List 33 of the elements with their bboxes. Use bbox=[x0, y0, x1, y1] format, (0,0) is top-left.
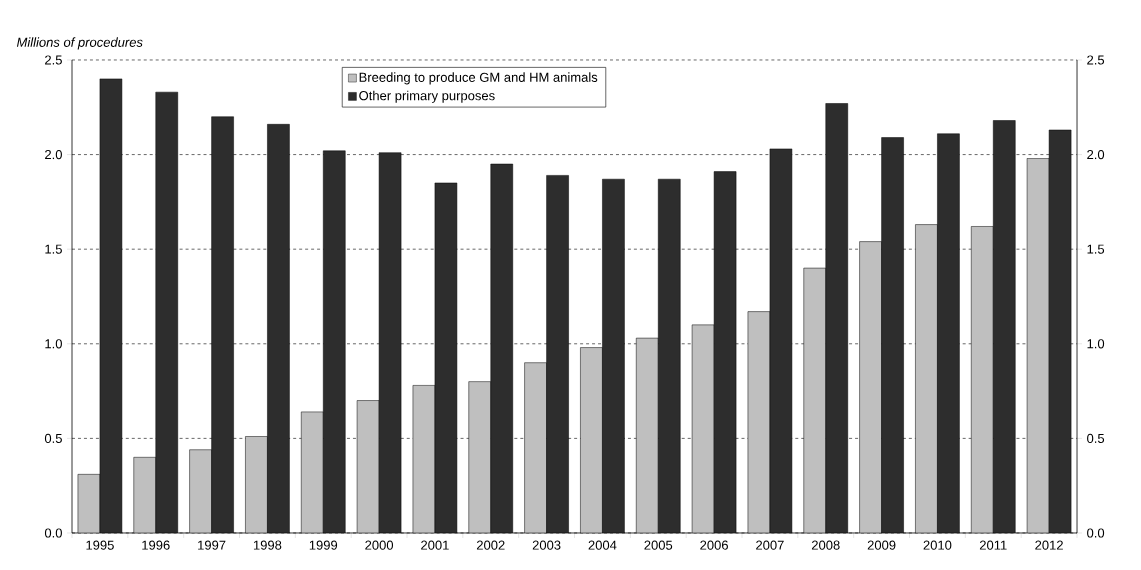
y2-tick-label: 2.5 bbox=[45, 55, 62, 65]
x-tick-label: 1997 bbox=[198, 540, 226, 550]
x-tick-label: 2007 bbox=[756, 540, 784, 550]
x-tick-label: 2012 bbox=[1035, 540, 1063, 550]
x-tick-label: 2004 bbox=[588, 540, 617, 550]
x-tick-label: 2001 bbox=[421, 540, 449, 550]
y-tick-label: 2.5 bbox=[1087, 55, 1105, 65]
x-tick-label: 2006 bbox=[700, 540, 728, 550]
x-tick-label: 2011 bbox=[979, 540, 1007, 550]
y-tick-label: 0.0 bbox=[1087, 528, 1105, 538]
y-tick-label: 1.0 bbox=[1087, 339, 1105, 349]
y-tick-label: 0.5 bbox=[1087, 433, 1105, 443]
chart-title: Millions of procedures bbox=[16, 37, 143, 50]
x-tick-label: 2000 bbox=[365, 540, 394, 550]
y2-tick-label: 0.5 bbox=[44, 433, 62, 443]
x-tick-label: 2003 bbox=[532, 540, 561, 550]
x-tick-label: 1999 bbox=[309, 540, 338, 550]
legend-label: Other primary purposes bbox=[359, 90, 495, 103]
x-tick-label: 1998 bbox=[253, 540, 282, 550]
y2-tick-label: 1.5 bbox=[45, 244, 62, 254]
y2-tick-label: 0.0 bbox=[44, 528, 62, 538]
x-tick-label: 2010 bbox=[923, 540, 952, 550]
x-tick-label: 2005 bbox=[644, 540, 673, 550]
x-tick-label: 2009 bbox=[867, 540, 896, 550]
y2-tick-label: 2.0 bbox=[45, 149, 62, 160]
y2-tick-label: 1.0 bbox=[45, 339, 62, 349]
x-tick-label: 2002 bbox=[476, 540, 505, 550]
x-tick-label: 1996 bbox=[142, 540, 170, 550]
y-tick-label: 1.5 bbox=[1087, 244, 1105, 254]
y-tick-label: 2.0 bbox=[1087, 149, 1105, 160]
legend-label: Breeding to produce GM and HM animals bbox=[359, 72, 598, 85]
x-tick-label: 2008 bbox=[811, 540, 840, 550]
x-tick-label: 1995 bbox=[86, 540, 114, 550]
